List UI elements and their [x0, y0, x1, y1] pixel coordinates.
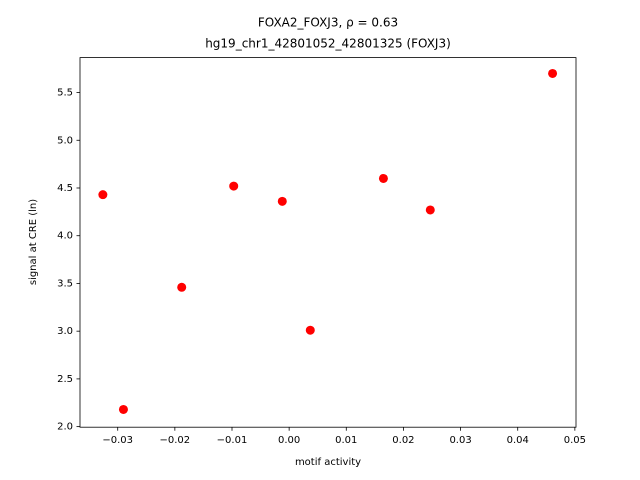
- y-tick-label: 4.0: [57, 231, 73, 242]
- y-axis-label: signal at CRE (ln): [28, 199, 39, 285]
- x-tick-label: 0.02: [392, 435, 414, 446]
- point: [277, 196, 287, 206]
- x-tick-label: 0.03: [449, 435, 471, 446]
- point: [229, 181, 239, 191]
- point: [548, 68, 558, 78]
- point: [118, 404, 128, 414]
- point: [177, 282, 187, 292]
- x-tick-label: −0.01: [217, 435, 248, 446]
- plot-frame: [79, 57, 577, 428]
- x-tick-label: −0.03: [102, 435, 133, 446]
- x-tick-label: −0.02: [160, 435, 191, 446]
- point: [378, 173, 388, 183]
- x-axis-label: motif activity: [295, 457, 361, 468]
- y-tick-label: 3.0: [57, 326, 73, 337]
- chart-subtitle: hg19_chr1_42801052_42801325 (FOXJ3): [205, 37, 451, 51]
- x-tick-label: 0.00: [278, 435, 300, 446]
- y-tick-label: 2.0: [57, 422, 73, 433]
- point: [98, 190, 108, 200]
- y-tick-label: 2.5: [57, 374, 73, 385]
- x-tick-label: 0.04: [507, 435, 529, 446]
- y-tick-label: 3.5: [57, 278, 73, 289]
- chart-title: FOXA2_FOXJ3, ρ = 0.63: [258, 16, 398, 30]
- x-tick-label: 0.05: [564, 435, 586, 446]
- point: [305, 325, 315, 335]
- x-tick-label: 0.01: [335, 435, 357, 446]
- point: [425, 205, 435, 215]
- y-tick-label: 5.0: [57, 135, 73, 146]
- y-tick-label: 5.5: [57, 88, 73, 99]
- y-tick-label: 4.5: [57, 183, 73, 194]
